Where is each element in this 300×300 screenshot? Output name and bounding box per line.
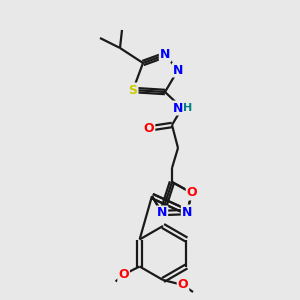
Text: O: O [178, 278, 188, 292]
Text: H: H [183, 103, 193, 113]
Text: N: N [157, 206, 167, 220]
Text: O: O [187, 187, 197, 200]
Text: S: S [128, 83, 137, 97]
Text: O: O [144, 122, 154, 134]
Text: N: N [173, 101, 183, 115]
Text: O: O [118, 268, 129, 281]
Text: N: N [182, 206, 192, 218]
Text: N: N [173, 64, 183, 76]
Text: N: N [160, 49, 170, 62]
